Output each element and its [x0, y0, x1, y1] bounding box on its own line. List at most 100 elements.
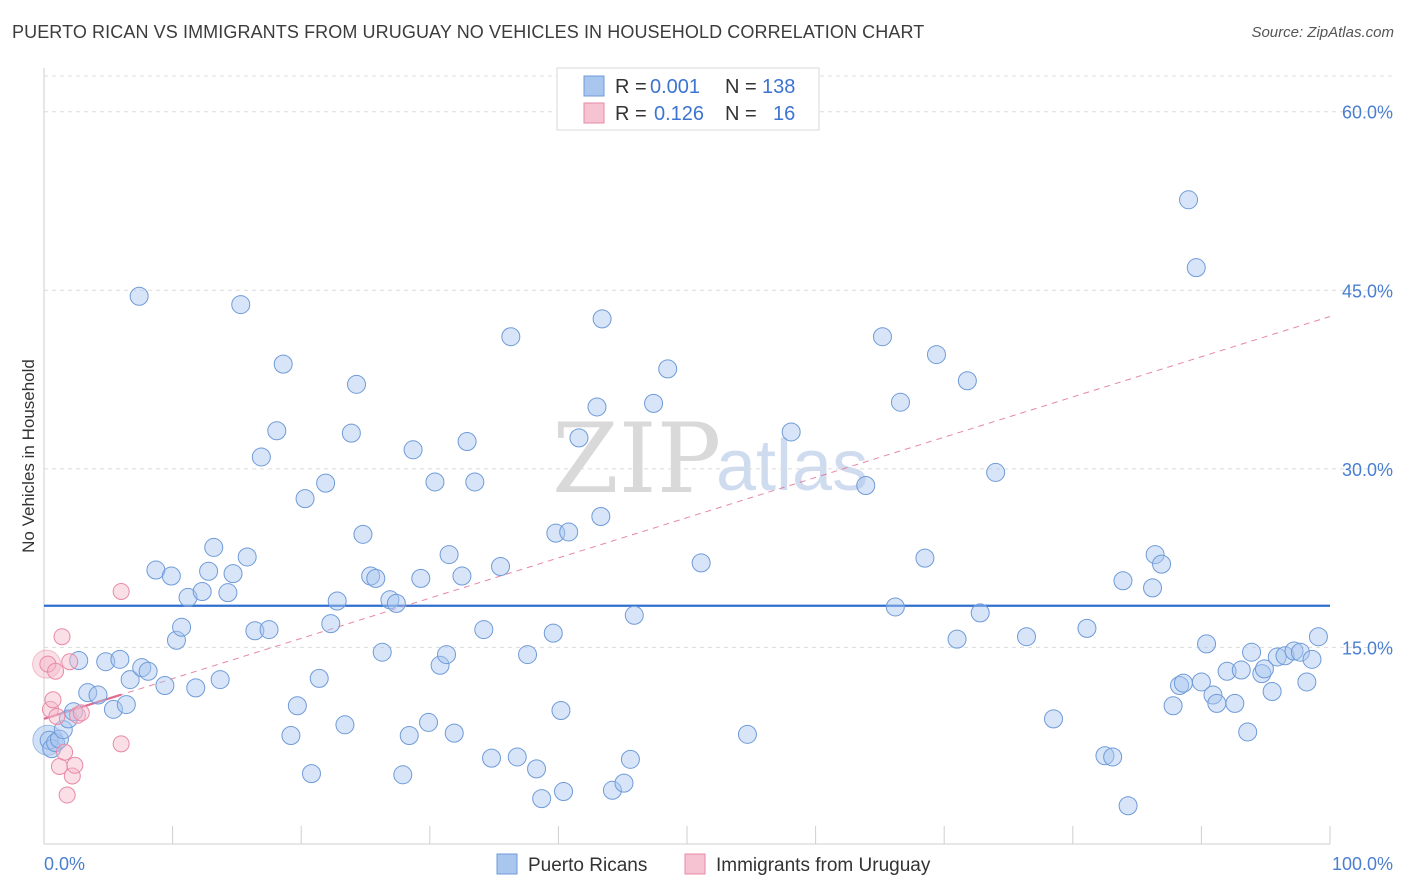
point-puerto-rican	[527, 759, 547, 779]
point-uruguay	[48, 707, 66, 725]
y-tick-label: 60.0%	[1342, 103, 1393, 123]
point-puerto-rican	[138, 661, 158, 681]
point-puerto-rican	[507, 747, 527, 767]
point-uruguay	[47, 662, 65, 680]
legend-n-value-2: 16	[773, 103, 795, 125]
point-puerto-rican	[1103, 747, 1123, 767]
point-puerto-rican	[425, 472, 445, 492]
point-puerto-rican	[518, 645, 538, 665]
point-puerto-rican	[335, 715, 355, 735]
bottom-legend-label-2: Immigrants from Uruguay	[716, 855, 931, 876]
point-puerto-rican	[624, 605, 644, 625]
point-puerto-rican	[491, 556, 511, 576]
point-puerto-rican	[885, 597, 905, 617]
point-puerto-rican	[614, 773, 634, 793]
point-puerto-rican	[192, 581, 212, 601]
point-puerto-rican	[1254, 659, 1274, 679]
point-puerto-rican	[1225, 693, 1245, 713]
y-tick-labels: 15.0% 30.0% 45.0% 60.0%	[1342, 103, 1393, 659]
point-puerto-rican	[245, 621, 265, 641]
point-puerto-rican	[386, 593, 406, 613]
point-uruguay-cluster	[32, 649, 62, 679]
point-puerto-rican	[316, 473, 336, 493]
legend-n-value-1: 138	[762, 76, 795, 98]
legend-r-value-2: 0.126	[654, 103, 704, 125]
point-puerto-rican	[691, 553, 711, 573]
point-puerto-rican	[129, 286, 149, 306]
point-puerto-rican	[1179, 190, 1199, 210]
point-puerto-rican	[781, 422, 801, 442]
point-puerto-rican	[1077, 618, 1097, 638]
point-uruguay	[112, 582, 130, 600]
x-tick-label-max: 100.0%	[1332, 854, 1393, 874]
point-puerto-rican	[592, 309, 612, 329]
point-puerto-rican	[1308, 627, 1328, 647]
point-puerto-rican	[602, 780, 622, 800]
point-puerto-rican	[218, 583, 238, 603]
point-puerto-rican	[419, 712, 439, 732]
point-puerto-rican	[457, 431, 477, 451]
x-tick-label-min: 0.0%	[44, 854, 85, 874]
point-puerto-rican	[327, 591, 347, 611]
point-puerto-rican	[986, 462, 1006, 482]
point-puerto-rican	[1275, 646, 1295, 666]
point-puerto-rican	[69, 651, 89, 671]
point-puerto-rican	[1231, 660, 1251, 680]
point-puerto-rican	[554, 781, 574, 801]
data-points	[32, 190, 1328, 816]
point-puerto-rican	[1044, 709, 1064, 729]
point-puerto-rican	[452, 566, 472, 586]
legend-r-value-1: 0.001	[650, 76, 700, 98]
point-puerto-rican	[957, 371, 977, 391]
point-puerto-rican	[346, 374, 366, 394]
point-puerto-rican	[543, 623, 563, 643]
point-puerto-rican	[644, 393, 664, 413]
point-puerto-rican	[172, 617, 192, 637]
point-puerto-rican	[551, 701, 571, 721]
point-puerto-rican	[88, 685, 108, 705]
point-puerto-rican	[1262, 681, 1282, 701]
legend-swatch-blue	[583, 75, 605, 97]
point-puerto-rican	[273, 354, 293, 374]
point-puerto-rican	[1238, 722, 1258, 742]
point-puerto-rican	[161, 566, 181, 586]
point-uruguay	[63, 767, 81, 785]
point-puerto-rican	[559, 522, 579, 542]
point-puerto-rican	[186, 678, 206, 698]
point-puerto-rican	[399, 726, 419, 746]
point-puerto-rican	[1113, 571, 1133, 591]
point-puerto-rican	[1284, 641, 1304, 661]
point-uruguay	[44, 691, 62, 709]
y-tick-label: 45.0%	[1342, 281, 1393, 301]
point-puerto-rican	[231, 295, 251, 315]
bottom-legend-swatch-blue	[496, 853, 518, 875]
point-uruguay	[61, 653, 79, 671]
point-puerto-rican	[372, 642, 392, 662]
point-uruguay	[72, 704, 90, 722]
point-puerto-rican	[437, 645, 457, 665]
point-puerto-rican	[251, 447, 271, 467]
trend-line-uruguay-dashed	[43, 315, 1331, 720]
bottom-legend: Puerto Ricans Immigrants from Uruguay	[496, 853, 931, 876]
point-puerto-rican	[439, 545, 459, 565]
legend-r-label-2: R =	[615, 103, 647, 125]
point-puerto-rican	[380, 590, 400, 610]
point-puerto-rican	[591, 506, 611, 526]
point-puerto-rican	[1197, 634, 1217, 654]
point-puerto-rican	[569, 428, 589, 448]
point-puerto-rican	[259, 620, 279, 640]
point-puerto-rican	[737, 724, 757, 744]
legend-swatch-pink	[583, 102, 605, 124]
point-puerto-rican	[120, 670, 140, 690]
point-puerto-rican	[301, 764, 321, 784]
point-puerto-rican	[321, 614, 341, 634]
point-puerto-rican	[237, 547, 257, 567]
point-puerto-rican	[890, 392, 910, 412]
point-puerto-rican	[403, 440, 423, 460]
y-axis-title: No Vehicles in Household	[19, 359, 38, 553]
point-puerto-rican	[287, 696, 307, 716]
watermark-zip: ZIP	[552, 403, 721, 515]
point-puerto-rican	[1186, 258, 1206, 278]
legend: R = 0.001 N = 138 R = 0.126 N = 16	[556, 67, 820, 131]
